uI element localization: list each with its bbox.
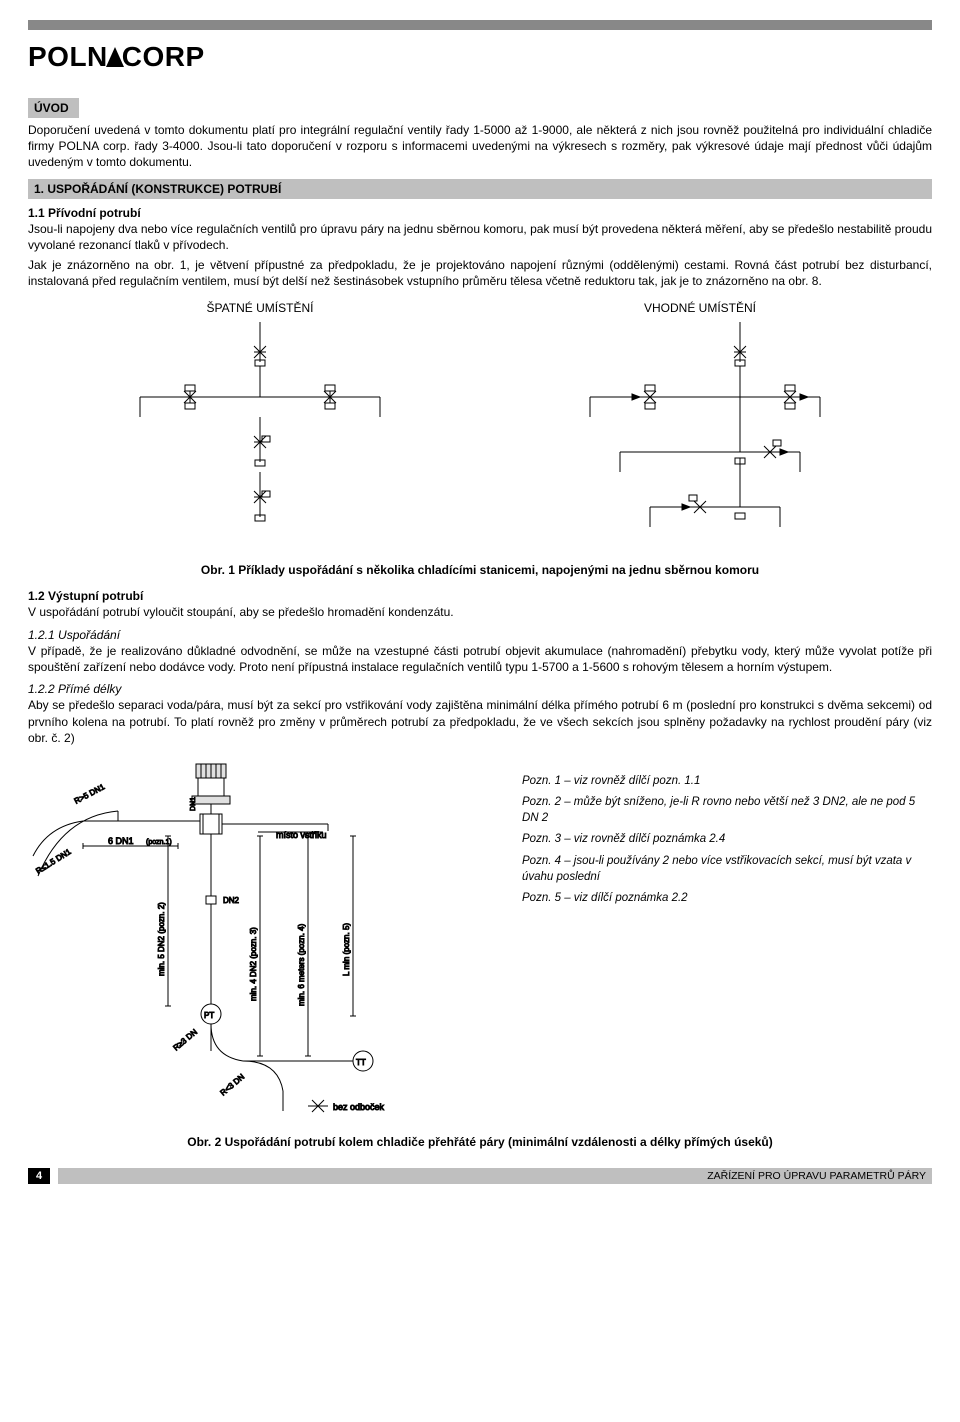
intro-text: Doporučení uvedená v tomto dokumentu pla… <box>28 122 932 171</box>
s11-head: 1.1 Přívodní potrubí <box>28 205 932 221</box>
svg-text:DN2: DN2 <box>223 896 240 905</box>
diagram-good: VHODNÉ UMÍSTĚNÍ <box>540 300 860 556</box>
note-1: Pozn. 1 – viz rovněž dílčí pozn. 1.1 <box>522 774 932 790</box>
s12-p1: V uspořádání potrubí vyloučit stoupání, … <box>28 604 932 620</box>
footer-title: ZAŘÍZENÍ PRO ÚPRAVU PARAMETRŮ PÁRY <box>58 1168 932 1184</box>
svg-text:6 DN1: 6 DN1 <box>108 836 134 846</box>
s12-head: 1.2 Výstupní potrubí <box>28 588 932 604</box>
svg-text:min. 5 DN2 (pozn. 2): min. 5 DN2 (pozn. 2) <box>157 902 166 976</box>
s122-head: 1.2.2 Přímé délky <box>28 681 932 697</box>
logo-triangle-icon <box>106 47 124 67</box>
fig2-caption: Obr. 2 Uspořádání potrubí kolem chladiče… <box>28 1134 932 1150</box>
figure2-svg: R≤1.5 DN1 R>5 DN1 6 DN1 (pozn.1) <box>28 756 498 1126</box>
diagram-good-title: VHODNÉ UMÍSTĚNÍ <box>540 300 860 316</box>
svg-text:min. 6 meters (pozn. 4): min. 6 meters (pozn. 4) <box>297 923 306 1006</box>
svg-text:DN1: DN1 <box>190 797 197 811</box>
s122-p1: Aby se předešlo separaci voda/pára, musí… <box>28 697 932 746</box>
svg-text:PT: PT <box>204 1011 214 1020</box>
svg-text:R<3 DN: R<3 DN <box>219 1072 247 1097</box>
section1-bar: 1. USPOŘÁDÁNÍ (KONSTRUKCE) POTRUBÍ <box>28 179 932 199</box>
diagram-bad-title: ŠPATNÉ UMÍSTĚNÍ <box>100 300 420 316</box>
s11-p2: Jak je znázorněno na obr. 1, je větvení … <box>28 257 932 289</box>
logo-post: CORP <box>122 41 205 72</box>
s121-head: 1.2.1 Uspořádání <box>28 627 932 643</box>
svg-text:L min (pozn. 5): L min (pozn. 5) <box>342 923 351 976</box>
figure1: ŠPATNÉ UMÍSTĚNÍ <box>28 300 932 579</box>
note-3: Pozn. 3 – viz rovněž dílčí poznámka 2.4 <box>522 832 932 848</box>
svg-text:R≤1.5 DN1: R≤1.5 DN1 <box>34 847 73 876</box>
note-2: Pozn. 2 – může být sníženo, je-li R rovn… <box>522 795 932 826</box>
page-number: 4 <box>28 1168 50 1184</box>
figure2-notes: Pozn. 1 – viz rovněž dílčí pozn. 1.1 Poz… <box>522 756 932 913</box>
logo-pre: POLN <box>28 41 108 72</box>
s121-p1: V případě, že je realizováno důkladné od… <box>28 643 932 675</box>
fig1-caption: Obr. 1 Příklady uspořádání s několika ch… <box>28 562 932 578</box>
note-5: Pozn. 5 – viz dílčí poznámka 2.2 <box>522 891 932 907</box>
top-rule <box>28 20 932 30</box>
figure2: R≤1.5 DN1 R>5 DN1 6 DN1 (pozn.1) <box>28 756 932 1126</box>
footer: 4 ZAŘÍZENÍ PRO ÚPRAVU PARAMETRŮ PÁRY <box>28 1168 932 1184</box>
svg-text:TT: TT <box>356 1058 366 1067</box>
diagram-bad: ŠPATNÉ UMÍSTĚNÍ <box>100 300 420 556</box>
logo: POLN CORP <box>28 38 932 76</box>
svg-text:R≥3 DN: R≥3 DN <box>172 1027 200 1052</box>
svg-text:R>5 DN1: R>5 DN1 <box>73 782 107 806</box>
svg-text:bez odboček: bez odboček <box>333 1102 385 1112</box>
note-4: Pozn. 4 – jsou-li používány 2 nebo více … <box>522 854 932 885</box>
s11-p1: Jsou-li napojeny dva nebo více regulační… <box>28 221 932 253</box>
svg-text:min. 4 DN2 (pozn. 3): min. 4 DN2 (pozn. 3) <box>249 927 258 1001</box>
intro-bar: ÚVOD <box>28 98 79 118</box>
